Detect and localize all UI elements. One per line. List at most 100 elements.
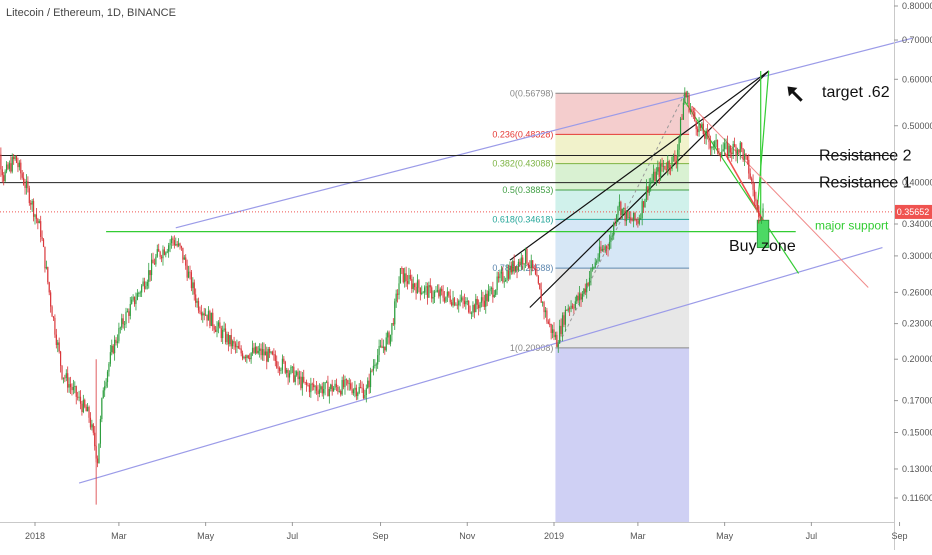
candle-body	[370, 371, 371, 387]
candle-body	[19, 163, 20, 167]
candle-body	[721, 152, 722, 157]
candle-body	[224, 328, 225, 330]
candle-body	[113, 346, 114, 354]
candle-body	[56, 335, 57, 345]
candle-body	[182, 248, 183, 260]
candle-body	[354, 388, 355, 390]
candle-body	[427, 286, 428, 298]
candle-body	[218, 322, 219, 326]
candle-body	[495, 290, 496, 295]
candle-body	[323, 389, 324, 393]
candle-body	[589, 278, 590, 286]
candle-body	[735, 147, 736, 156]
candle-body	[353, 390, 354, 393]
candle-body	[347, 380, 348, 383]
candle-body	[73, 387, 74, 390]
candle-body	[26, 181, 27, 188]
candle-body	[140, 292, 141, 293]
candle-body	[124, 324, 125, 325]
candle-body	[142, 282, 143, 286]
candle-body	[423, 293, 424, 294]
candle-body	[659, 167, 660, 177]
candle-body	[467, 301, 468, 302]
candle-body	[37, 219, 38, 223]
candle-body	[282, 359, 283, 370]
candle-body	[661, 163, 662, 166]
candle-body	[667, 161, 668, 169]
candle-body	[346, 379, 347, 380]
candle-body	[259, 349, 260, 351]
y-tick-label: 0.15000	[902, 428, 932, 438]
x-tick-label: Nov	[459, 531, 476, 541]
candle-body	[717, 140, 718, 151]
candle	[209, 310, 210, 328]
candle-body	[215, 330, 216, 332]
candle-body	[302, 377, 303, 388]
candle-body	[20, 163, 21, 174]
candle-body	[384, 347, 385, 351]
candle-body	[131, 300, 132, 304]
candle-body	[364, 395, 365, 398]
candle-body	[71, 387, 72, 390]
candle-body	[340, 391, 341, 394]
candle-body	[451, 302, 452, 305]
candle-body	[212, 313, 213, 327]
candle-body	[225, 328, 226, 342]
candle-body	[582, 294, 583, 299]
candle-body	[178, 243, 179, 245]
candle-body	[725, 142, 726, 143]
candle-body	[236, 346, 237, 347]
candle-body	[600, 247, 601, 251]
candle-body	[760, 217, 761, 218]
current-price-label: 0.35652	[897, 207, 930, 217]
candle-body	[548, 322, 549, 324]
candle-body	[740, 143, 741, 153]
candle-body	[231, 335, 232, 346]
candle-body	[607, 248, 608, 249]
candle-body	[164, 249, 165, 254]
candle-body	[472, 305, 473, 313]
candle-body	[723, 149, 724, 151]
candle-body	[114, 340, 115, 353]
candle-body	[479, 303, 480, 309]
candle-body	[686, 92, 687, 97]
candle-body	[53, 317, 54, 318]
candle-body	[761, 217, 762, 218]
candle-body	[734, 144, 735, 147]
candle-body	[669, 161, 670, 168]
candle-body	[127, 311, 128, 312]
candle-body	[634, 213, 635, 220]
candle-body	[93, 424, 94, 432]
candle-body	[410, 275, 411, 279]
candle-body	[17, 163, 18, 167]
candle-body	[83, 400, 84, 412]
candle-body	[118, 328, 119, 341]
candle-body	[387, 332, 388, 337]
x-tick-label: May	[716, 531, 734, 541]
candle-body	[461, 297, 462, 300]
candle-body	[687, 96, 688, 98]
candle-body	[646, 187, 647, 200]
y-tick-label: 0.20000	[902, 354, 932, 364]
candle-body	[597, 258, 598, 262]
candle-body	[222, 330, 223, 338]
candle-body	[642, 201, 643, 218]
candle-body	[339, 391, 340, 392]
candle-body	[138, 293, 139, 294]
candle-body	[650, 182, 651, 184]
candle-body	[221, 328, 222, 338]
candle-body	[551, 324, 552, 333]
candle-body	[492, 288, 493, 297]
candle-body	[424, 287, 425, 292]
x-tick-label: May	[197, 531, 215, 541]
y-tick-label: 0.17000	[902, 396, 932, 406]
candle-body	[107, 372, 108, 383]
candle-body	[101, 398, 102, 419]
candle-body	[111, 346, 112, 352]
candle-body	[468, 301, 469, 312]
x-tick-label: 2018	[25, 531, 45, 541]
candle-body	[509, 266, 510, 279]
candle-body	[104, 386, 105, 390]
candle-body	[499, 274, 500, 279]
